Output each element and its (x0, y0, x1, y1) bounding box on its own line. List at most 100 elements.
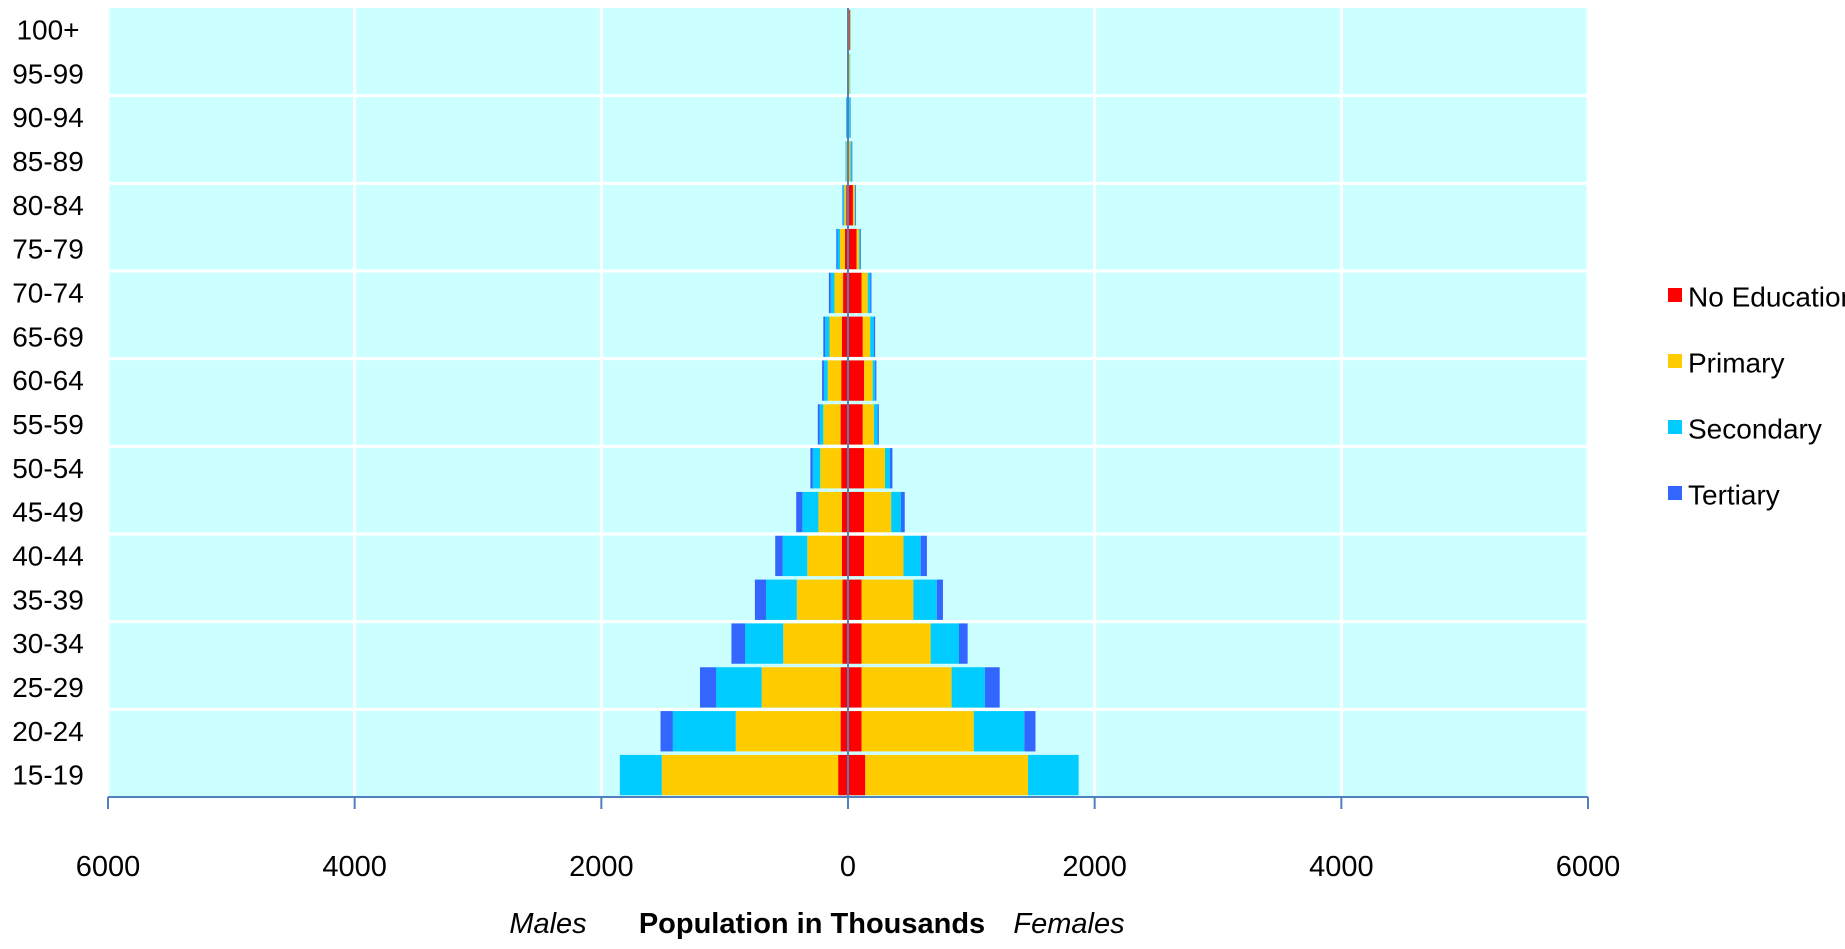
category-label: 100+ (16, 14, 79, 45)
bar-female-primary-30-34 (862, 623, 931, 663)
category-label: 15-19 (12, 760, 84, 791)
bar-male-primary-15-19 (662, 755, 838, 795)
bar-female-primary-40-44 (864, 536, 903, 576)
category-label: 45-49 (12, 497, 84, 528)
legend-swatch-primary (1668, 354, 1682, 368)
bar-male-tertiary-35-39 (755, 580, 766, 620)
category-label: 80-84 (12, 190, 84, 221)
x-tick-label: 4000 (1309, 851, 1374, 883)
bar-male-tertiary-50-54 (810, 448, 812, 488)
category-label: 35-39 (12, 584, 84, 615)
bar-female-primary-75-79 (857, 229, 859, 269)
category-label: 20-24 (12, 716, 84, 747)
bar-male-secondary-80-84 (843, 185, 844, 225)
bar-male-tertiary-30-34 (731, 623, 745, 663)
bar-female-secondary-90-94 (849, 97, 850, 137)
bar-female-secondary-75-79 (859, 229, 860, 269)
bar-male-secondary-20-24 (673, 711, 736, 751)
bar-male-tertiary-55-59 (818, 404, 820, 444)
bar-male-no-education-50-54 (841, 448, 848, 488)
bar-female-tertiary-50-54 (890, 448, 892, 488)
bar-female-tertiary-65-69 (874, 317, 875, 357)
bar-female-primary-55-59 (863, 404, 874, 444)
bar-female-primary-45-49 (864, 492, 891, 532)
x-tick-label: 6000 (76, 851, 141, 883)
bar-female-primary-100+ (850, 10, 851, 50)
bar-female-secondary-45-49 (891, 492, 901, 532)
males-label: Males (509, 908, 586, 940)
category-label: 30-34 (12, 628, 84, 659)
bar-female-primary-25-29 (862, 667, 952, 707)
bar-female-no-education-25-29 (848, 667, 862, 707)
bar-male-secondary-90-94 (846, 97, 847, 137)
x-tick-label: 4000 (322, 851, 387, 883)
females-label: Females (1013, 908, 1124, 940)
bar-male-tertiary-20-24 (661, 711, 673, 751)
bar-female-tertiary-55-59 (878, 404, 879, 444)
x-tick-label: 6000 (1556, 851, 1621, 883)
bar-female-primary-60-64 (864, 360, 873, 400)
bar-female-no-education-50-54 (848, 448, 864, 488)
legend-swatch-no-education (1668, 288, 1682, 302)
bar-male-no-education-25-29 (841, 667, 848, 707)
category-label: 55-59 (12, 409, 84, 440)
category-label: 90-94 (12, 102, 84, 133)
bar-female-tertiary-85-89 (852, 141, 853, 181)
bar-female-secondary-35-39 (913, 580, 936, 620)
bar-female-no-education-60-64 (848, 360, 864, 400)
x-axis-title: Population in Thousands (639, 908, 985, 940)
bar-female-secondary-60-64 (873, 360, 875, 400)
bar-male-secondary-35-39 (766, 580, 797, 620)
bar-male-secondary-30-34 (745, 623, 783, 663)
bar-female-no-education-15-19 (848, 755, 865, 795)
bar-female-tertiary-80-84 (855, 185, 856, 225)
bar-male-primary-40-44 (807, 536, 842, 576)
bar-female-no-education-40-44 (848, 536, 864, 576)
bar-male-secondary-40-44 (783, 536, 808, 576)
bar-male-primary-70-74 (834, 273, 843, 313)
bar-female-secondary-85-89 (850, 141, 851, 181)
bar-male-tertiary-40-44 (775, 536, 782, 576)
bar-male-tertiary-45-49 (796, 492, 802, 532)
bar-female-primary-70-74 (862, 273, 868, 313)
bar-female-primary-35-39 (862, 580, 914, 620)
bar-female-primary-80-84 (853, 185, 855, 225)
legend-label-secondary: Secondary (1688, 414, 1822, 445)
bar-male-tertiary-65-69 (823, 317, 825, 357)
legend-swatch-secondary (1668, 420, 1682, 434)
bar-female-primary-20-24 (862, 711, 974, 751)
category-label: 65-69 (12, 321, 84, 352)
bar-male-primary-30-34 (783, 623, 842, 663)
bar-female-no-education-70-74 (848, 273, 862, 313)
bar-male-no-education-60-64 (841, 360, 848, 400)
bar-male-no-education-55-59 (841, 404, 848, 444)
bar-female-secondary-50-54 (885, 448, 890, 488)
legend-label-tertiary: Tertiary (1688, 480, 1780, 511)
bar-male-no-education-15-19 (838, 755, 848, 795)
bar-female-tertiary-70-74 (870, 273, 871, 313)
bar-male-primary-35-39 (797, 580, 843, 620)
bar-female-no-education-75-79 (848, 229, 857, 269)
bar-female-secondary-40-44 (904, 536, 921, 576)
bar-male-secondary-75-79 (838, 229, 840, 269)
category-label: 85-89 (12, 146, 84, 177)
legend-swatch-tertiary (1668, 486, 1682, 500)
legend-label-primary: Primary (1688, 348, 1784, 379)
bar-female-secondary-70-74 (868, 273, 870, 313)
bar-male-tertiary-70-74 (829, 273, 831, 313)
bar-male-tertiary-75-79 (836, 229, 837, 269)
bar-male-secondary-60-64 (824, 360, 828, 400)
x-tick-label: 0 (840, 851, 856, 883)
bar-female-tertiary-20-24 (1024, 711, 1035, 751)
category-label: 40-44 (12, 540, 84, 571)
bar-female-primary-15-19 (865, 755, 1028, 795)
bar-male-primary-25-29 (762, 667, 841, 707)
bar-female-secondary-30-34 (931, 623, 959, 663)
bar-male-primary-45-49 (818, 492, 841, 532)
bar-male-tertiary-25-29 (700, 667, 716, 707)
bar-male-primary-55-59 (823, 404, 840, 444)
x-tick-label: 2000 (1062, 851, 1127, 883)
